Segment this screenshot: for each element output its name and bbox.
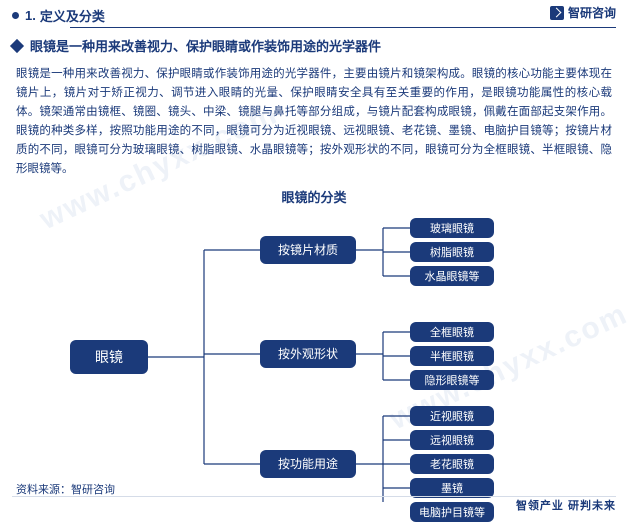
tree-leaf: 树脂眼镜 [410,242,494,262]
bullet-dot [12,12,19,19]
brand-badge: 智研咨询 [550,4,616,21]
subtitle-text: 眼镜是一种用来改善视力、保护眼睛或作装饰用途的光学器件 [30,36,381,55]
tree-branch: 按外观形状 [260,340,356,368]
brand-icon [550,6,564,20]
footer-slogan: 智领产业 研判未来 [516,497,616,513]
tree-title: 眼镜的分类 [0,187,628,206]
tree-leaf: 半框眼镜 [410,346,494,366]
classification-tree: 眼镜 按镜片材质 玻璃眼镜树脂眼镜水晶眼镜等按外观形状 全框眼镜半框眼镜隐形眼镜等按… [0,212,628,502]
tree-leaf: 墨镜 [410,478,494,498]
diamond-icon [10,38,24,52]
section-header: 1. 定义及分类 智研咨询 [0,0,628,27]
body-paragraph: 眼镜是一种用来改善视力、保护眼睛或作装饰用途的光学器件，主要由镜片和镜架构成。眼… [0,61,628,187]
brand-text: 智研咨询 [568,4,616,21]
section-number: 1. [25,8,36,23]
tree-leaf: 老花眼镜 [410,454,494,474]
tree-leaf: 近视眼镜 [410,406,494,426]
tree-leaf: 隐形眼镜等 [410,370,494,390]
tree-branch: 按镜片材质 [260,236,356,264]
tree-root: 眼镜 [70,340,148,374]
tree-leaf: 远视眼镜 [410,430,494,450]
tree-leaf: 水晶眼镜等 [410,266,494,286]
tree-leaf: 全框眼镜 [410,322,494,342]
subtitle-row: 眼镜是一种用来改善视力、保护眼睛或作装饰用途的光学器件 [0,28,628,61]
tree-branch: 按功能用途 [260,450,356,478]
section-title: 定义及分类 [40,6,105,25]
tree-leaf: 玻璃眼镜 [410,218,494,238]
source-text: 资料来源：智研咨询 [16,481,115,497]
